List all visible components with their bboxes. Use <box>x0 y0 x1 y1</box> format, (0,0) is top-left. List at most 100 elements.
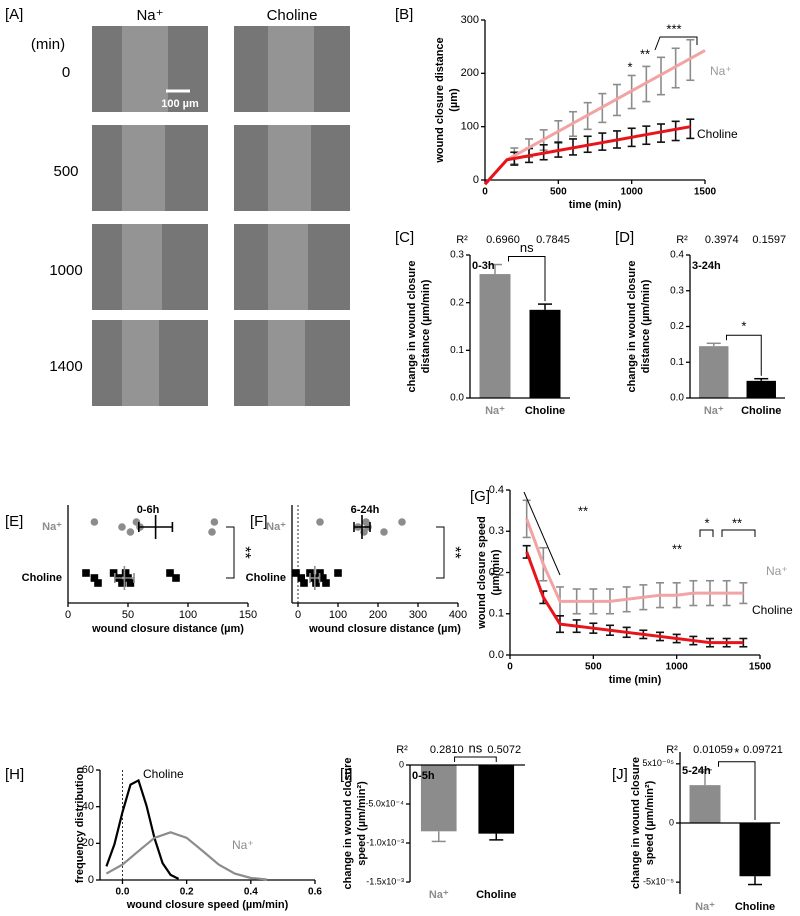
wound-gap <box>122 320 159 406</box>
x-tick-label: 500 <box>550 187 567 198</box>
x-tick-label: Choline <box>476 889 516 901</box>
wound-gap <box>268 224 308 310</box>
y-tick-label: 0 <box>669 817 674 827</box>
panel-label: [E] <box>5 513 23 530</box>
significance: * <box>741 319 746 334</box>
x-tick-label: 0 <box>65 609 71 621</box>
y-tick-label: 0.0 <box>489 649 504 661</box>
scale-bar-label: 100 µm <box>161 98 199 110</box>
dot <box>297 574 305 582</box>
y-tick-label: 0.4 <box>489 484 504 496</box>
dot <box>312 579 320 587</box>
bracket <box>699 529 714 537</box>
bar <box>699 346 729 398</box>
y-tick-label: 0.1 <box>450 345 464 356</box>
annotation: ** <box>578 503 588 518</box>
y-axis-label: frequency distribution <box>74 767 86 883</box>
y-tick-label: 0.0 <box>450 393 464 404</box>
x-tick-label: 400 <box>449 609 467 621</box>
r2-value: 0.5072 <box>487 744 521 756</box>
significance-bracket <box>226 526 235 579</box>
y-axis-label: change in wound closure <box>626 260 638 392</box>
bar <box>689 785 721 823</box>
x-axis-label: wound closure distance (µm) <box>91 623 244 635</box>
y-tick-label: 40 <box>82 801 94 813</box>
y-tick-label: 0 <box>399 759 404 769</box>
x-tick-label: 0.6 <box>308 887 322 898</box>
dot <box>316 518 324 526</box>
panel-label: [H] <box>5 766 24 783</box>
y-tick-label: 60 <box>82 764 94 776</box>
y-tick-label: 0.3 <box>670 285 684 296</box>
annotation: ** <box>732 515 742 530</box>
bracket <box>721 529 756 537</box>
x-tick-label: 0 <box>482 187 488 198</box>
dot <box>118 523 126 531</box>
panel-title: 0-3h <box>472 260 495 272</box>
y-tick-label: 200 <box>461 67 479 79</box>
significance-bracket <box>454 756 497 762</box>
y-tick-label: 0.4 <box>670 250 684 261</box>
x-tick-label: 100 <box>329 609 347 621</box>
y-axis-label: change in wound closure <box>630 757 642 889</box>
x-axis-label: time (min) <box>609 674 662 686</box>
dot <box>380 528 388 536</box>
dot <box>322 579 330 587</box>
annotation: * <box>704 515 709 530</box>
bar <box>478 765 515 834</box>
row-label: 1400 <box>49 358 82 375</box>
bracket <box>523 491 561 576</box>
series-label: Choline <box>697 127 738 141</box>
x-tick-label: 1000 <box>666 662 689 673</box>
x-tick-label: 0 <box>507 662 513 673</box>
significance-bracket <box>436 526 445 579</box>
x-tick-label: 0.0 <box>116 887 130 898</box>
x-tick-label: 1500 <box>694 187 717 198</box>
annotation: *** <box>666 21 681 36</box>
dot <box>118 579 126 587</box>
y-axis-label: distance (µm/min) <box>640 279 652 373</box>
panel-label: [C] <box>395 229 414 246</box>
series-label: Na⁺ <box>232 838 254 852</box>
x-tick-label: 100 <box>179 609 197 621</box>
series-label: Choline <box>752 603 793 617</box>
y-axis-label: (µm) <box>448 88 460 112</box>
dot <box>300 579 308 587</box>
y-tick-label: 300 <box>461 14 479 26</box>
dot <box>166 569 174 577</box>
bar <box>420 765 457 832</box>
dot <box>208 528 216 536</box>
x-tick-label: Na⁺ <box>485 405 505 417</box>
y-axis-label: speed (µm/min²) <box>644 780 656 865</box>
x-tick-label: Na⁺ <box>429 889 449 901</box>
r2-value: 0.09721 <box>743 744 783 756</box>
dot <box>90 518 99 526</box>
y-axis-label: change in wound closure <box>406 260 418 392</box>
significance: ns <box>520 240 534 255</box>
y-axis-label: speed (µm/min²) <box>356 781 368 866</box>
dot <box>210 518 219 526</box>
panel-label: [A] <box>5 6 23 23</box>
dot <box>90 574 99 582</box>
y-tick-label: 0.0 <box>670 393 684 404</box>
r2-value: 0.3974 <box>705 234 739 246</box>
y-tick-label: 0.2 <box>489 566 504 578</box>
density-curve <box>105 831 267 881</box>
panel-title: 6-24h <box>351 504 380 516</box>
r2-label: R² <box>676 234 688 246</box>
x-axis-label: time (min) <box>569 199 622 211</box>
series-label: Choline <box>143 767 184 781</box>
unit-label: (min) <box>31 36 65 53</box>
y-tick-label: 0 <box>473 174 479 186</box>
wound-gap <box>122 224 162 310</box>
row-label: 500 <box>53 163 78 180</box>
r2-label: R² <box>666 744 678 756</box>
y-axis-label: (µm/min) <box>490 549 502 595</box>
r2-value: 0.2810 <box>430 744 464 756</box>
x-tick-label: Na⁺ <box>695 901 715 913</box>
series-line <box>525 518 744 603</box>
y-tick-label: 0.1 <box>670 357 684 368</box>
r2-value: 0.01059 <box>693 744 733 756</box>
bar <box>746 380 776 398</box>
